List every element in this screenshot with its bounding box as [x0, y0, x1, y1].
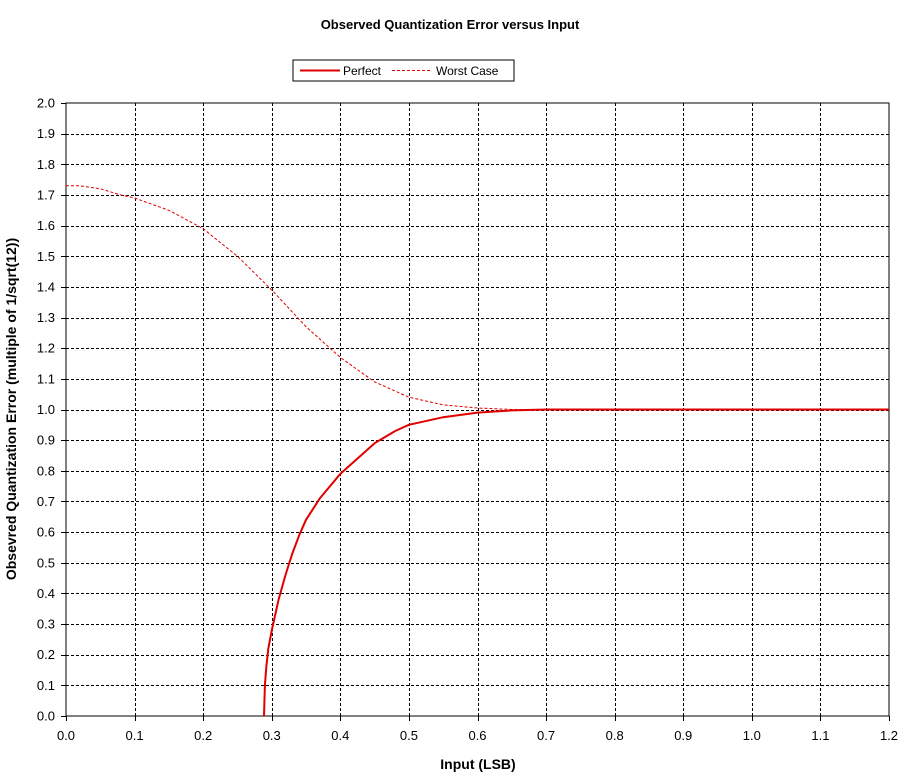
- x-tick-label: 0.9: [674, 728, 692, 743]
- y-tick-label: 0.2: [37, 647, 55, 662]
- x-tick-label: 0.4: [331, 728, 349, 743]
- y-tick-label: 1.6: [37, 218, 55, 233]
- y-tick-label: 1.5: [37, 249, 55, 264]
- x-tick-label: 1.2: [880, 728, 898, 743]
- x-tick-label: 0.8: [606, 728, 624, 743]
- series-perfect-line: [263, 408, 889, 717]
- legend-worst-case-label: Worst Case: [436, 64, 499, 78]
- y-tick-label: 0.7: [37, 494, 55, 509]
- x-axis-tick-labels: 0.0 0.1 0.2 0.3 0.4 0.5 0.6 0.7 0.8 0.9 1.0 1.1 1.2: [57, 728, 898, 743]
- x-tick-label: 0.3: [263, 728, 281, 743]
- y-tick-label: 1.1: [37, 371, 55, 386]
- x-tick-label: 0.7: [537, 728, 555, 743]
- y-tick-label: 0.8: [37, 463, 55, 478]
- x-tick-label: 0.6: [468, 728, 486, 743]
- y-tick-label: 1.3: [37, 310, 55, 325]
- x-tick-label: 0.1: [126, 728, 144, 743]
- y-axis-tick-labels: 0.0 0.1 0.2 0.3 0.4 0.5 0.6 0.7 0.8 0.9 1.0 1.1 1.2 1…: [37, 96, 55, 724]
- y-tick-label: 0.6: [37, 525, 55, 540]
- y-tick-label: 0.1: [37, 678, 55, 693]
- y-tick-label: 0.9: [37, 433, 55, 448]
- y-tick-label: 1.2: [37, 341, 55, 356]
- y-tick-label: 1.8: [37, 157, 55, 172]
- chart-title: Observed Quantization Error versus Input: [321, 17, 580, 32]
- y-tick-label: 0.3: [37, 617, 55, 632]
- x-tick-label: 0.0: [57, 728, 75, 743]
- y-tick-label: 0.5: [37, 555, 55, 570]
- y-tick-label: 1.9: [37, 126, 55, 141]
- y-tick-label: 1.0: [37, 402, 55, 417]
- x-tick-label: 0.2: [194, 728, 212, 743]
- x-tick-label: 1.0: [743, 728, 761, 743]
- series-worst-case-line: [66, 185, 889, 410]
- y-tick-label: 2.0: [37, 96, 55, 111]
- legend-perfect-label: Perfect: [343, 64, 382, 78]
- y-axis-title: Obsevred Quantization Error (multiple of…: [3, 238, 19, 580]
- y-tick-label: 1.7: [37, 187, 55, 202]
- y-tick-label: 0.0: [37, 709, 55, 724]
- x-axis-title: Input (LSB): [440, 756, 515, 772]
- legend: Perfect Worst Case: [292, 59, 515, 82]
- x-tick-label: 0.5: [400, 728, 418, 743]
- x-tick-label: 1.1: [811, 728, 829, 743]
- series-layer: [66, 185, 889, 717]
- y-tick-label: 0.4: [37, 586, 55, 601]
- tick-marks: [61, 103, 890, 721]
- y-tick-label: 1.4: [37, 279, 55, 294]
